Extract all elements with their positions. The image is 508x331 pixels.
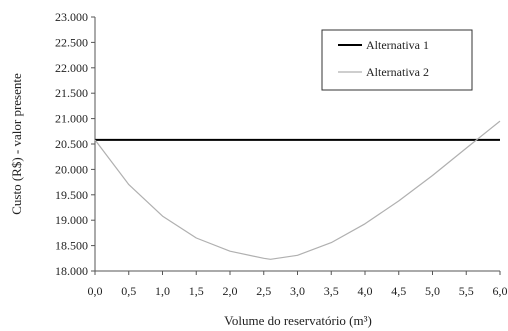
x-tick-label: 5,5 [459,284,474,298]
legend-label-alternativa-2: Alternativa 2 [366,65,429,79]
x-tick-label: 5,0 [425,284,440,298]
y-tick-label: 22.500 [55,35,88,49]
x-tick-label: 0,5 [121,284,136,298]
y-tick-label: 20.000 [55,162,88,176]
y-axis-label: Custo (R$) - valor presente [9,73,24,215]
y-tick-label: 22.000 [55,61,88,75]
x-tick-label: 3,0 [290,284,305,298]
y-tick-label: 19.500 [55,188,88,202]
x-tick-label: 4,0 [358,284,373,298]
y-tick-label: 21.000 [55,112,88,126]
x-tick-label: 2,0 [223,284,238,298]
x-tick-label: 3,5 [324,284,339,298]
y-tick-label: 19.000 [55,213,88,227]
x-tick-label: 0,0 [88,284,103,298]
series-layer [94,120,501,260]
y-tick-label: 18.500 [55,239,88,253]
legend-box [321,29,473,91]
x-axis-label: Volume do reservatório (m³) [224,313,372,328]
y-tick-label: 23.000 [55,10,88,24]
legend: Alternativa 1 Alternativa 2 [321,29,473,91]
series-line-alternativa-2 [94,120,501,260]
y-tick-label: 18.000 [55,264,88,278]
x-tick-label: 4,5 [391,284,406,298]
x-tick-label: 1,5 [189,284,204,298]
y-ticks: 18.000 18.500 19.000 19.500 20.000 20.500 21.0… [55,10,95,278]
x-tick-label: 1,0 [155,284,170,298]
x-tick-label: 2,5 [256,284,271,298]
y-tick-label: 20.500 [55,137,88,151]
axes: 18.000 18.500 19.000 19.500 20.000 20.500 21.0… [55,10,508,298]
x-tick-label: 6,0 [493,284,508,298]
legend-label-alternativa-1: Alternativa 1 [366,38,429,52]
y-tick-label: 21.500 [55,86,88,100]
x-ticks: 0,0 0,5 1,0 1,5 2,0 2,5 3,0 3,5 4,0 4,5 5,0 5,5 6,0 [88,271,508,298]
